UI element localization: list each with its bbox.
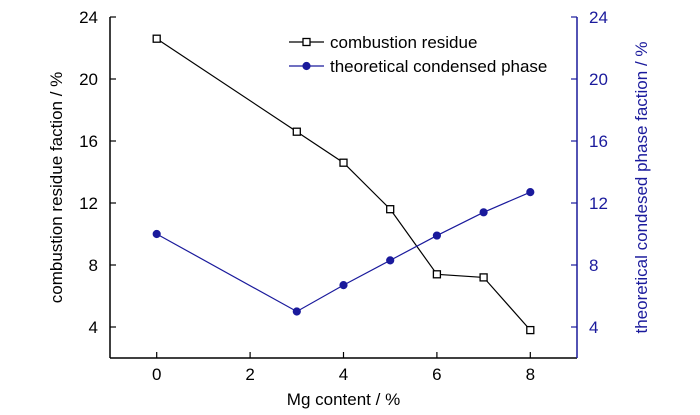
legend-label: theoretical condensed phase <box>330 57 547 76</box>
left-y-axis-title: combustion residue faction / % <box>47 72 66 304</box>
right-y-tick-label: 16 <box>589 132 608 151</box>
series-0-point <box>432 270 442 279</box>
left-y-tick-label: 24 <box>79 8 98 27</box>
series-1-point <box>339 281 348 290</box>
left-y-tick-label: 16 <box>79 132 98 151</box>
x-tick-label: 0 <box>152 365 161 384</box>
right-y-tick-label: 4 <box>589 318 598 337</box>
series-0-point <box>479 273 488 282</box>
legend-marker <box>302 37 311 47</box>
right-y-axis-title: theoretical condesed phase faction / % <box>632 41 651 333</box>
series-0-point <box>152 34 161 43</box>
left-y-tick-label: 8 <box>89 256 98 275</box>
right-y-tick-label: 12 <box>589 194 608 213</box>
series-1-point <box>526 188 535 197</box>
x-axis-title: Mg content / % <box>287 390 400 409</box>
legend-marker <box>302 61 311 71</box>
x-tick-label: 4 <box>339 365 348 384</box>
x-tick-label: 8 <box>526 365 535 384</box>
series-1-point <box>292 307 301 316</box>
series-1-point <box>386 256 395 265</box>
legend-label: combustion residue <box>330 33 477 52</box>
series-0-point <box>339 158 348 167</box>
series-0-point <box>386 205 395 214</box>
x-tick-label: 6 <box>432 365 441 384</box>
left-y-tick-label: 4 <box>89 318 98 337</box>
series-1-point <box>152 229 161 239</box>
x-tick-label: 2 <box>245 365 254 384</box>
left-y-tick-label: 20 <box>79 70 98 89</box>
series-0-point <box>292 127 301 136</box>
series-1-point <box>479 208 488 217</box>
series-1-point <box>432 231 441 240</box>
right-y-tick-label: 24 <box>589 8 608 27</box>
series-line-1 <box>156 191 531 313</box>
right-y-tick-label: 8 <box>589 256 598 275</box>
left-y-tick-label: 12 <box>79 194 98 213</box>
right-y-tick-label: 20 <box>589 70 608 89</box>
series-0-point <box>526 325 535 335</box>
